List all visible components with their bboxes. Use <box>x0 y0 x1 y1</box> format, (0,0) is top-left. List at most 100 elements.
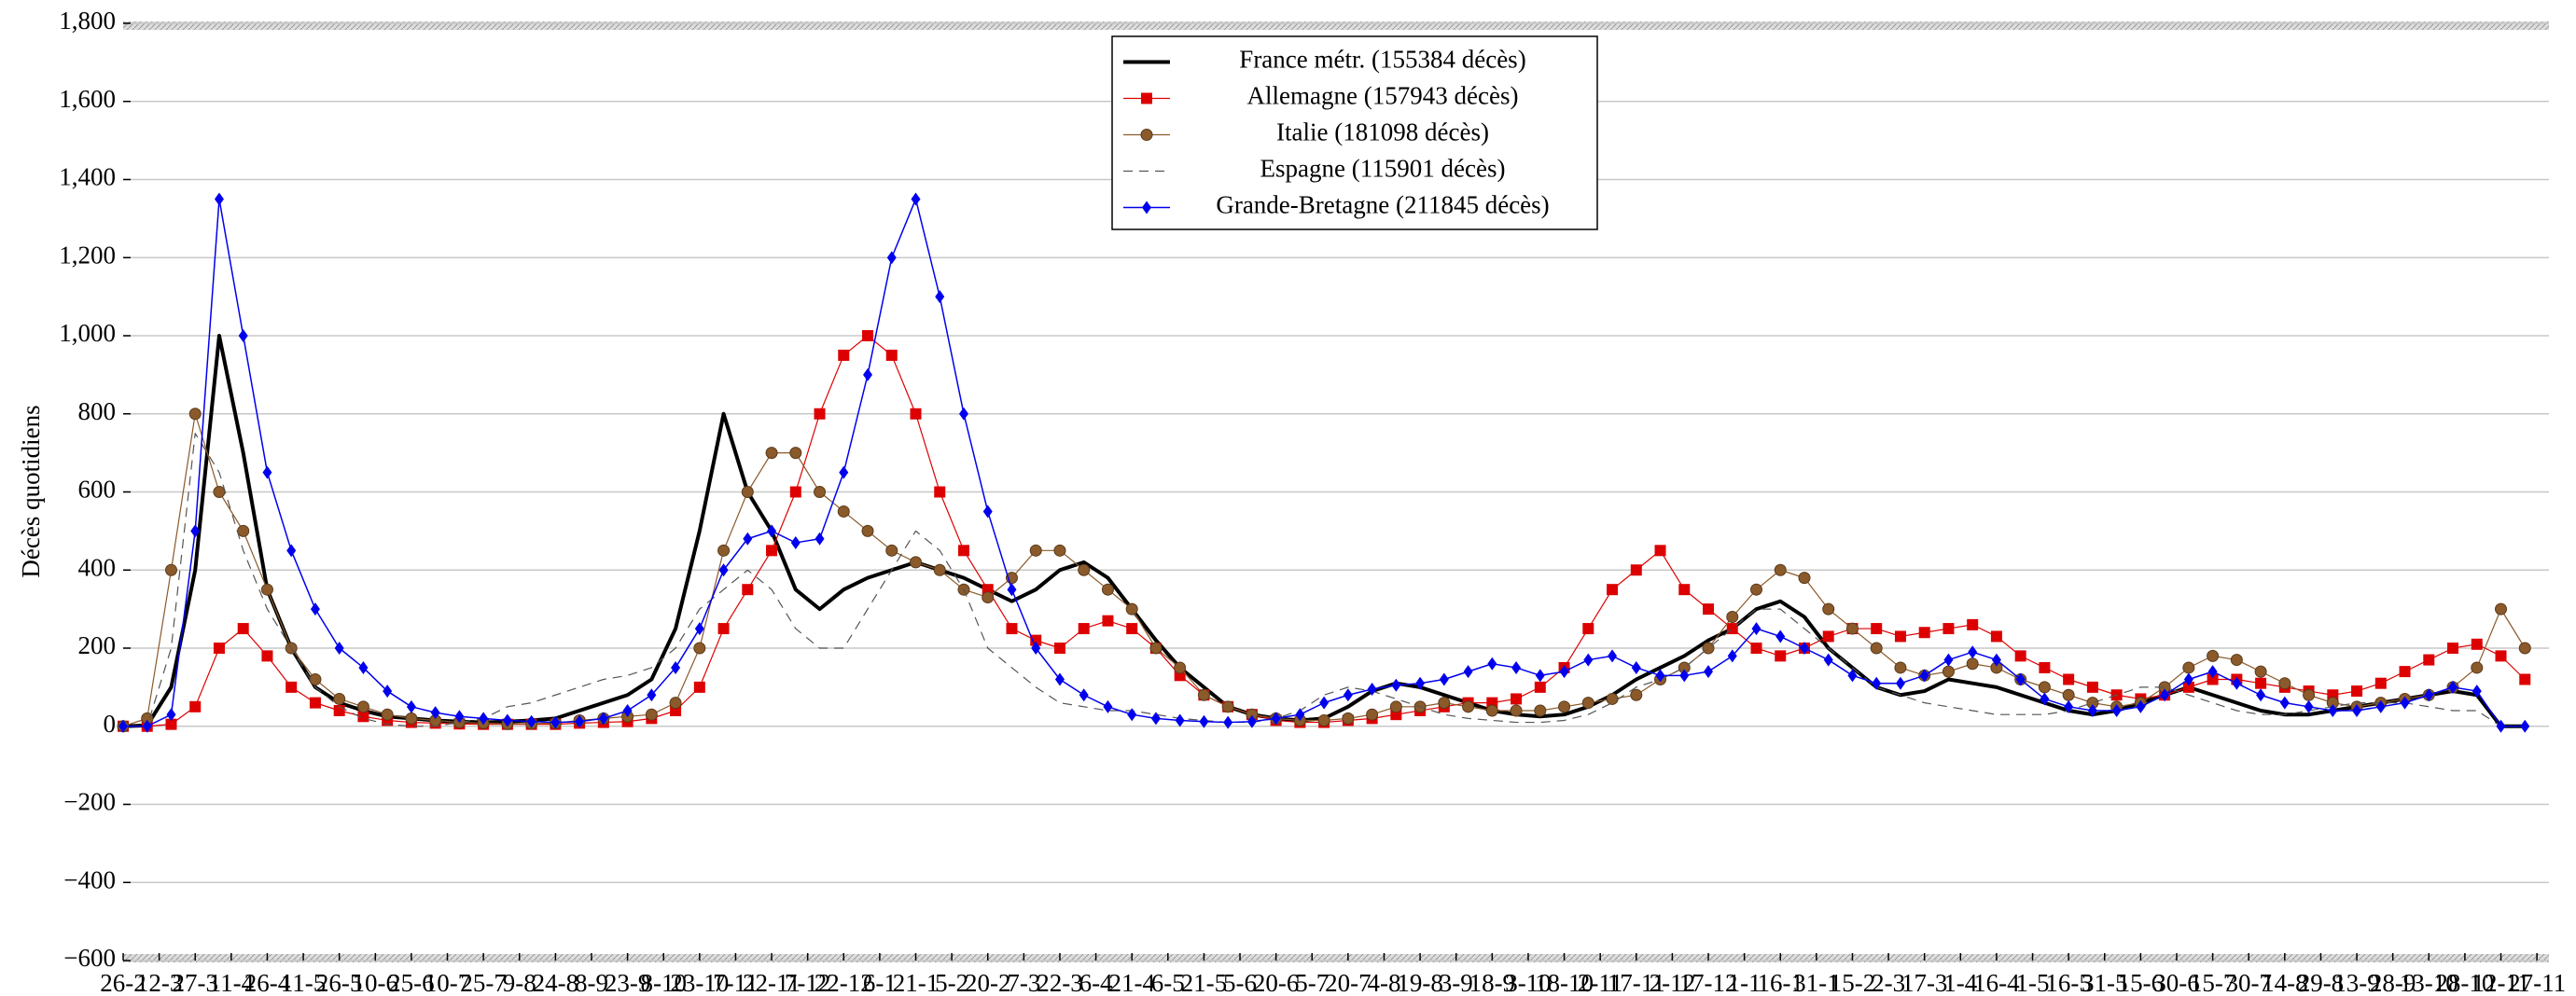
marker <box>622 704 633 717</box>
marker <box>165 718 177 730</box>
marker <box>1606 692 1619 705</box>
marker <box>862 330 874 341</box>
marker <box>2182 661 2195 674</box>
marker <box>814 486 827 498</box>
marker <box>1246 714 1257 728</box>
x-tick-label: 16-4 <box>1973 969 2020 996</box>
marker <box>982 505 993 519</box>
marker <box>1845 622 1859 635</box>
marker <box>1054 672 1065 686</box>
marker <box>1006 623 1018 635</box>
marker <box>261 650 273 662</box>
x-tick-label: 2-11 <box>1578 969 1623 996</box>
x-tick-label: 7-12 <box>785 969 831 996</box>
marker <box>742 584 754 596</box>
marker <box>1726 611 1739 623</box>
marker <box>213 643 225 654</box>
y-tick-label: 1,800 <box>59 7 116 35</box>
y-tick-label: 400 <box>78 553 117 581</box>
marker <box>262 465 272 479</box>
marker <box>1704 665 1714 679</box>
marker <box>1487 657 1497 671</box>
marker <box>1142 201 1151 214</box>
marker <box>164 563 177 576</box>
series-line <box>122 334 2526 728</box>
marker <box>1029 544 1042 557</box>
marker <box>910 408 922 420</box>
marker <box>286 544 297 558</box>
marker <box>1631 660 1641 674</box>
legend: France métr. (155384 décès) Allemagne (15… <box>1111 35 1598 230</box>
marker <box>598 712 608 726</box>
x-tick-label: 3-10 <box>1505 969 1552 996</box>
marker <box>1141 92 1152 104</box>
marker <box>1079 688 1089 702</box>
marker <box>1655 669 1665 683</box>
x-tick-label: 28-10 <box>2435 969 2494 996</box>
marker <box>1221 700 1234 713</box>
legend-label: Grande-Bretagne (211845 décès) <box>1216 191 1549 219</box>
marker <box>1150 712 1161 726</box>
marker <box>2448 680 2458 694</box>
marker <box>285 681 298 693</box>
marker <box>1991 653 2001 667</box>
x-tick-label: 21-4 <box>1108 969 1155 996</box>
marker <box>2279 696 2290 710</box>
marker <box>861 524 874 537</box>
marker <box>309 673 322 685</box>
marker <box>1389 700 1402 713</box>
marker <box>1140 129 1153 141</box>
marker <box>2519 673 2531 685</box>
marker <box>381 708 394 721</box>
marker <box>1822 602 1835 616</box>
y-axis-label: Décès quotidiens <box>17 405 45 577</box>
x-tick-label: 1-1 <box>1728 969 1761 996</box>
marker <box>1775 629 1786 643</box>
x-tick-label: 30-7 <box>2225 969 2272 996</box>
x-tick-label: 22-11 <box>743 969 801 996</box>
y-tick-label: −600 <box>63 944 116 972</box>
marker <box>838 349 850 361</box>
marker <box>1078 563 1091 576</box>
x-tick-label: 1-4 <box>1943 969 1977 996</box>
marker <box>2399 666 2411 678</box>
x-tick-label: 8-9 <box>575 969 608 996</box>
marker <box>1583 653 1594 667</box>
marker <box>238 329 248 342</box>
x-tick-label: 27-3 <box>172 969 218 996</box>
marker <box>863 367 873 381</box>
marker <box>213 486 226 498</box>
marker <box>2111 704 2122 717</box>
marker <box>694 622 704 636</box>
x-tick-label: 16-5 <box>2045 969 2092 996</box>
marker <box>647 688 657 702</box>
marker <box>1510 704 1523 717</box>
marker <box>2351 685 2363 698</box>
x-tick-label: 9-8 <box>503 969 536 996</box>
x-tick-label: 23-10 <box>670 969 729 996</box>
marker <box>1078 623 1090 635</box>
marker <box>2040 692 2050 706</box>
marker <box>1342 712 1355 725</box>
marker <box>1271 712 1281 726</box>
marker <box>1367 682 1377 696</box>
y-tick-label: 1,600 <box>59 85 116 113</box>
marker <box>189 700 202 712</box>
x-tick-label: 20-2 <box>965 969 1011 996</box>
marker <box>2400 696 2410 710</box>
marker <box>1872 676 1882 690</box>
marker <box>356 700 369 713</box>
marker <box>1485 704 1498 717</box>
marker <box>2064 699 2074 713</box>
x-tick-label: 12-11 <box>2472 969 2530 996</box>
marker <box>2183 672 2193 686</box>
marker <box>957 545 969 557</box>
marker <box>430 706 440 720</box>
marker <box>790 535 801 549</box>
marker <box>142 719 152 733</box>
marker <box>1871 623 1883 635</box>
marker <box>358 660 369 674</box>
x-tick-label: 31-5 <box>2082 969 2128 996</box>
marker <box>1149 642 1163 655</box>
x-tick-label: 17-12 <box>1679 969 1738 996</box>
